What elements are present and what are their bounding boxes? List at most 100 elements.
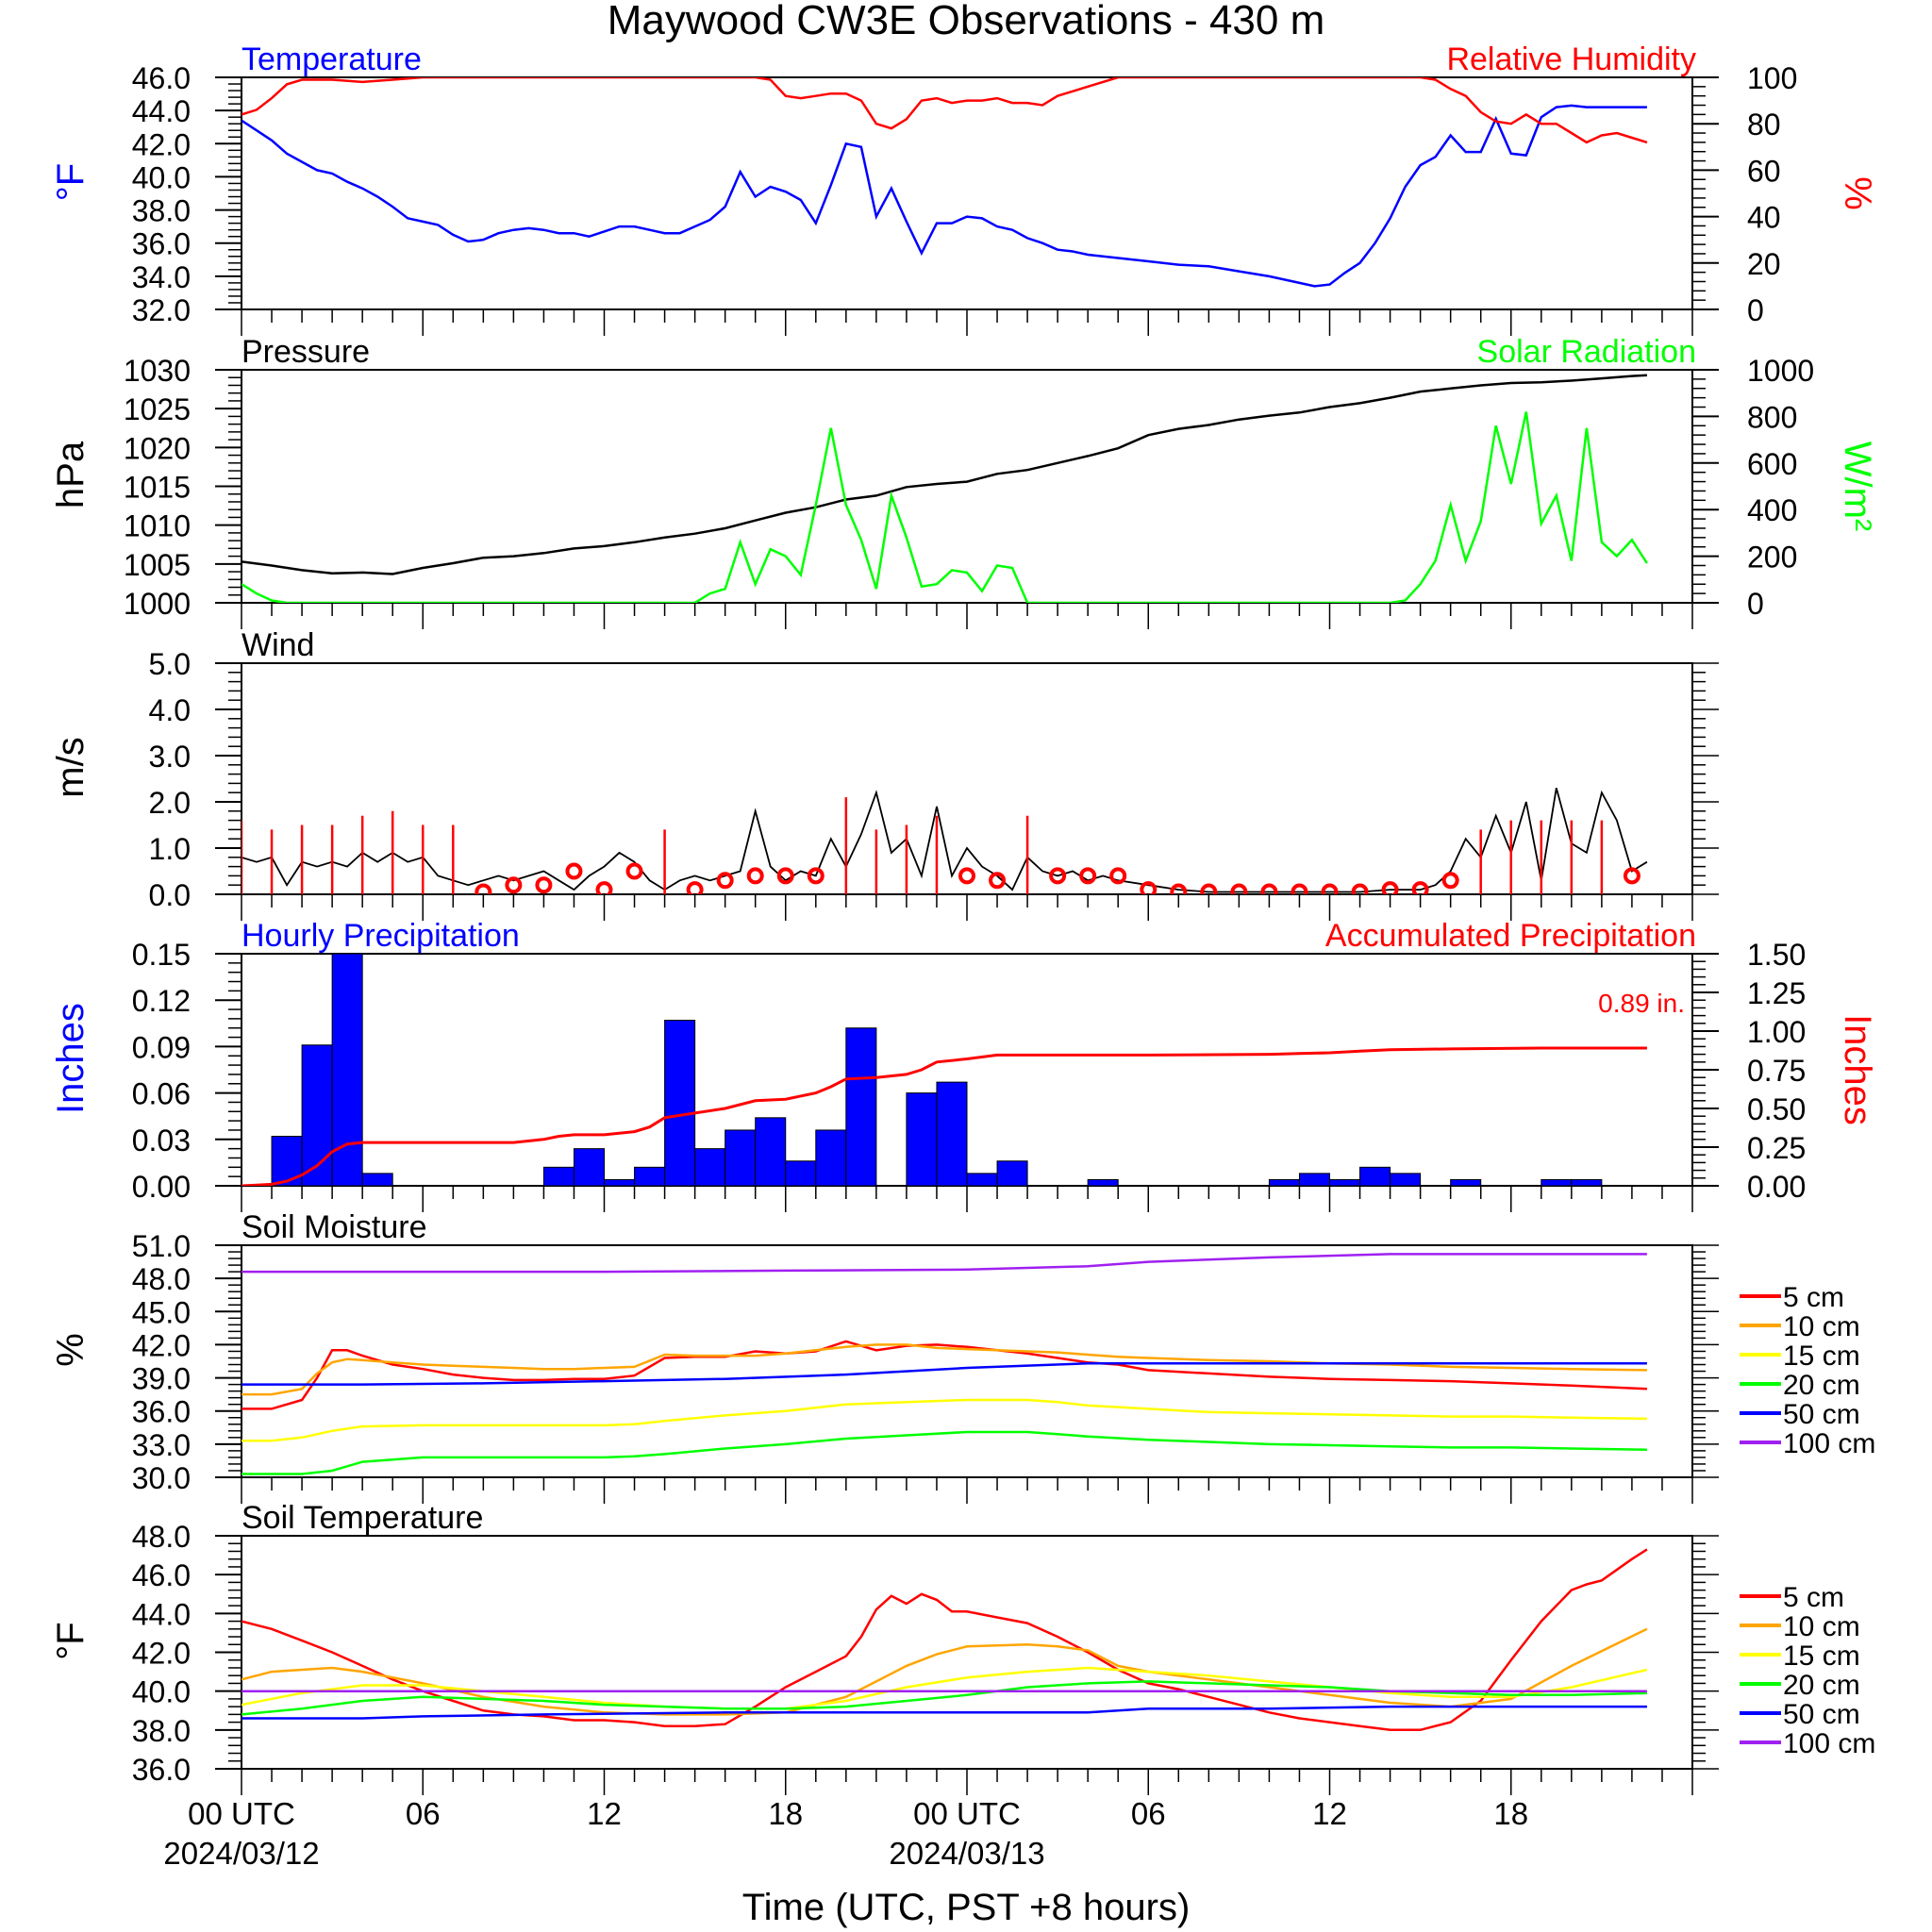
y-tick-label: 1000 [124,587,191,621]
calm-wind-marker [1230,883,1248,894]
y-tick-label: 1020 [124,431,191,465]
calm-wind-marker [565,862,583,880]
d5-line [242,1340,1647,1410]
panel-title-right: Solar Radiation [1477,334,1696,370]
d15-line [242,1666,1648,1710]
x-tick-label: 12 [587,1796,622,1831]
hourly-precip-bar [573,1148,605,1186]
hourly-precip-bar [1329,1178,1361,1186]
calm-wind-marker [958,867,975,885]
panel-0: 32.034.036.038.040.042.044.046.0 0 20 40 60 8… [50,42,1878,336]
hourly-precip-bar [1390,1173,1422,1186]
y-right-tick-label: 1.50 [1747,938,1806,972]
hourly-precip-bar [785,1160,817,1186]
y-right-tick-label: 400 [1747,493,1797,527]
panel-3: 0.00 0.03 0.06 0.09 0.12 0.15 0.00 0.25 0.50 0.75… [50,918,1878,1212]
panel-title-right: Relative Humidity [1446,42,1696,77]
y-tick-label: 0.12 [132,984,191,1018]
y-tick-label: 1.0 [149,832,191,866]
panel-2: 0.0 1.0 2.0 3.0 4.0 5.0 Wind m/s [50,627,1719,921]
y-tick-label: 36.0 [132,1753,191,1787]
hourly-precip-bar [1541,1178,1573,1186]
panel-4: 30.033.036.039.042.045.048.051.0 Soil Moi… [50,1209,1875,1504]
hourly-precip-bar [271,1136,303,1186]
x-tick-label: 12 [1312,1796,1347,1831]
hourly-precip-bar [996,1160,1028,1186]
y-tick-label: 51.0 [132,1229,191,1263]
calm-wind-marker [625,862,643,880]
y-axis-label-left: °F [50,1622,92,1659]
y-tick-label: 5.0 [149,647,191,681]
solar-line [242,411,1648,603]
panel-data [242,374,1648,603]
y-tick-label: 40.0 [132,160,191,194]
panel-title-left: Hourly Precipitation [242,918,520,954]
y-tick-label: 36.0 [132,227,191,261]
legend-label-d5: 5 cm [1783,1582,1844,1613]
y-tick-label: 1010 [124,509,191,543]
legend-label-d10: 10 cm [1783,1311,1860,1342]
y-tick-label: 1025 [124,392,191,426]
d20-line [242,1680,1647,1716]
y-tick-label: 0.09 [132,1030,191,1064]
y-axis-label-left: % [50,1333,92,1367]
legend-label-d15: 15 cm [1783,1641,1860,1672]
calm-wind-marker [1441,872,1459,890]
pressure-line [242,374,1647,575]
panel-frame [241,1244,1693,1478]
x-tick-label: 06 [1131,1796,1166,1831]
panel-data [242,788,1648,894]
hourly-precip-bar [1087,1178,1119,1186]
y-tick-label: 0.06 [132,1077,191,1111]
y-tick-label: 1015 [124,471,191,505]
y-tick-label: 2.0 [149,786,191,820]
y-right-tick-label: 80 [1747,108,1781,142]
calm-wind-marker [1623,867,1641,885]
y-tick-label: 46.0 [132,61,191,95]
x-tick-date-label: 2024/03/13 [889,1836,1044,1871]
legend-label-d15: 15 cm [1783,1341,1860,1372]
y-tick-label: 46.0 [132,1558,191,1592]
hourly-precip-bar [604,1178,636,1186]
x-tick-label: 00 UTC [188,1796,295,1831]
calm-wind-marker [1321,883,1339,894]
y-tick-label: 38.0 [132,1714,191,1748]
hourly-precip-bar [1571,1178,1603,1186]
calm-wind-marker [1260,883,1278,894]
calm-wind-marker [1381,881,1399,894]
y-tick-label: 44.0 [132,1597,191,1631]
hourly-precip-bar [815,1129,847,1186]
x-axis: 00 UTC 2024/03/12 06 12 18 00 UTC 2024/03/13 06… [163,1796,1528,1871]
y-tick-label: 38.0 [132,194,191,228]
y-axis-label-left: hPa [50,441,92,508]
legend-label-d100: 100 cm [1783,1428,1875,1459]
panels: 32.034.036.038.040.042.044.046.002040608… [50,42,1878,1795]
y-tick-label: 1030 [124,354,191,388]
hourly-precip-bar [845,1027,877,1186]
calm-wind-marker [989,872,1007,890]
y-right-tick-label: 200 [1747,541,1797,575]
hourly-precip-bar [301,1044,333,1186]
y-right-tick-label: 600 [1747,447,1797,481]
panel-data [242,954,1647,1186]
x-axis-label: Time (UTC, PST +8 hours) [742,1887,1191,1928]
y-tick-label: 33.0 [132,1428,191,1462]
calm-wind-marker [475,883,492,894]
panel-title-left: Wind [242,627,314,663]
y-tick-label: 0.03 [132,1124,191,1158]
hourly-precip-bar [724,1129,757,1186]
y-tick-label: 0.15 [132,938,191,972]
y-tick-label: 30.0 [132,1461,191,1495]
panel-data [242,77,1648,288]
calm-wind-marker [1079,867,1097,885]
hourly-precip-bar [634,1166,666,1186]
legend-label-d100: 100 cm [1783,1728,1875,1759]
hourly-precip-bar [755,1117,787,1186]
d15-line [242,1398,1647,1442]
y-tick-label: 42.0 [132,1637,191,1671]
d50-line [242,1362,1647,1386]
hourly-precip-bar [664,1020,696,1186]
calm-wind-marker [1049,867,1067,885]
